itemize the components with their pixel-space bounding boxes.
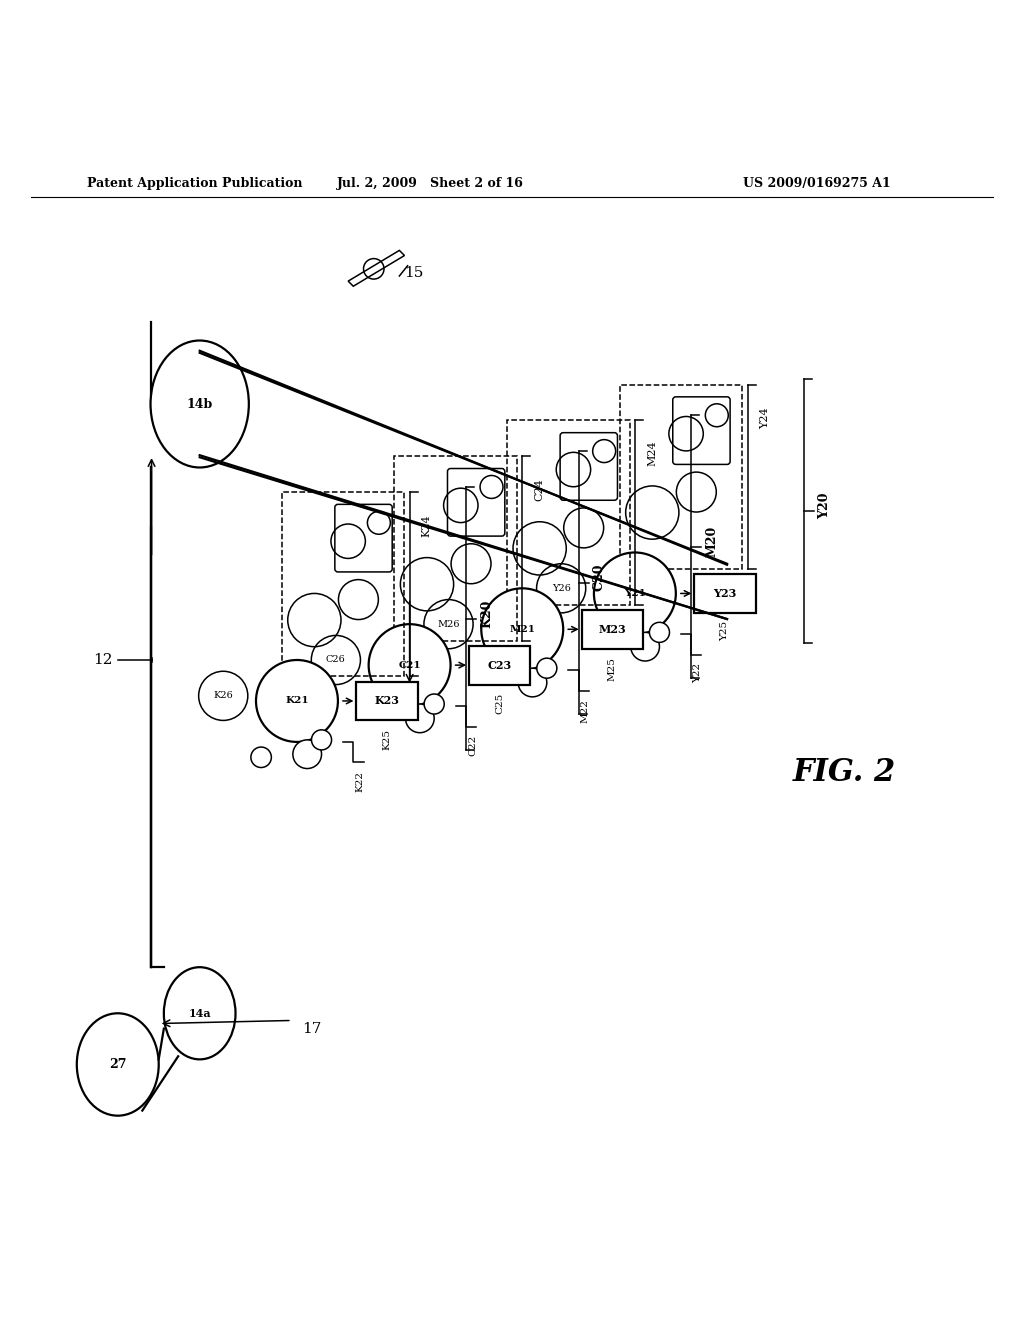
- Text: C26: C26: [326, 656, 346, 664]
- Text: 15: 15: [404, 265, 424, 280]
- Text: M23: M23: [598, 624, 627, 635]
- Circle shape: [311, 635, 360, 685]
- Circle shape: [518, 668, 547, 697]
- Text: Y25: Y25: [721, 622, 729, 642]
- FancyBboxPatch shape: [582, 610, 643, 648]
- Text: K20: K20: [480, 599, 494, 627]
- Text: M22: M22: [581, 698, 590, 723]
- Circle shape: [537, 659, 557, 678]
- Text: C20: C20: [593, 564, 606, 591]
- Text: Y21: Y21: [624, 589, 646, 598]
- Text: K25: K25: [383, 729, 391, 750]
- Circle shape: [293, 741, 322, 768]
- Text: M24: M24: [647, 441, 657, 466]
- Circle shape: [199, 672, 248, 721]
- Text: K22: K22: [355, 771, 365, 792]
- Text: M25: M25: [608, 657, 616, 681]
- Text: 17: 17: [302, 1022, 322, 1036]
- Text: M21: M21: [509, 624, 536, 634]
- Text: C21: C21: [398, 660, 421, 669]
- Circle shape: [311, 730, 332, 750]
- Circle shape: [424, 599, 473, 648]
- Text: Jul. 2, 2009   Sheet 2 of 16: Jul. 2, 2009 Sheet 2 of 16: [337, 177, 523, 190]
- Text: 27: 27: [109, 1059, 127, 1071]
- FancyBboxPatch shape: [356, 681, 418, 721]
- Text: Y20: Y20: [818, 492, 831, 519]
- Circle shape: [369, 624, 451, 706]
- Text: 14a: 14a: [188, 1007, 211, 1019]
- Circle shape: [424, 694, 444, 714]
- Text: Y22: Y22: [693, 663, 702, 684]
- Text: Y26: Y26: [552, 583, 570, 593]
- Circle shape: [594, 553, 676, 635]
- Text: C25: C25: [496, 693, 504, 714]
- Text: FIG. 2: FIG. 2: [794, 758, 896, 788]
- FancyBboxPatch shape: [694, 574, 756, 612]
- Text: C22: C22: [468, 735, 477, 756]
- Text: K24: K24: [422, 513, 432, 536]
- FancyBboxPatch shape: [469, 645, 530, 685]
- Text: M20: M20: [706, 527, 719, 557]
- Text: 14b: 14b: [186, 397, 213, 411]
- Text: Y24: Y24: [760, 407, 770, 429]
- Text: Y23: Y23: [714, 587, 736, 599]
- Text: C23: C23: [487, 660, 512, 671]
- Text: K21: K21: [285, 697, 309, 705]
- Circle shape: [406, 704, 434, 733]
- Circle shape: [481, 589, 563, 671]
- Circle shape: [631, 632, 659, 661]
- Circle shape: [649, 622, 670, 643]
- Circle shape: [256, 660, 338, 742]
- Text: 12: 12: [93, 653, 113, 667]
- Text: K23: K23: [375, 696, 399, 706]
- Text: Patent Application Publication: Patent Application Publication: [87, 177, 302, 190]
- Text: M26: M26: [437, 619, 460, 628]
- Circle shape: [537, 564, 586, 612]
- Text: C24: C24: [535, 478, 545, 500]
- Circle shape: [251, 747, 271, 767]
- Text: K26: K26: [213, 692, 233, 701]
- Text: US 2009/0169275 A1: US 2009/0169275 A1: [743, 177, 891, 190]
